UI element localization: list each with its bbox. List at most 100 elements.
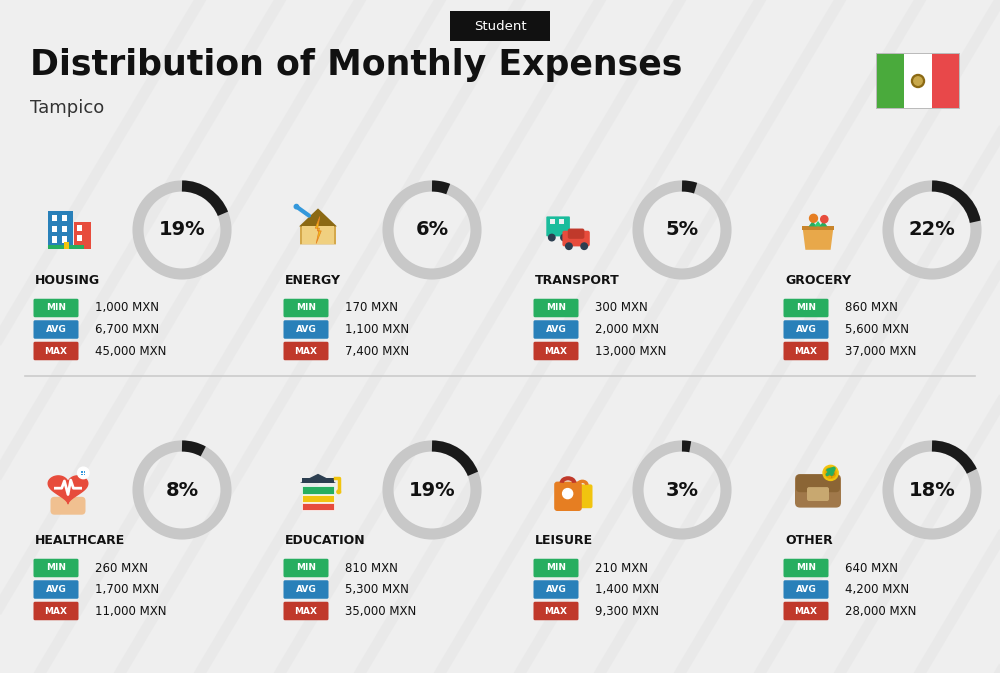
Bar bbox=[877, 54, 904, 108]
FancyBboxPatch shape bbox=[534, 299, 578, 317]
FancyBboxPatch shape bbox=[284, 580, 328, 599]
Text: 1,100 MXN: 1,100 MXN bbox=[345, 323, 409, 336]
Bar bbox=[802, 226, 834, 230]
Text: 6%: 6% bbox=[415, 221, 449, 240]
Text: 1,400 MXN: 1,400 MXN bbox=[595, 583, 659, 596]
Text: OTHER: OTHER bbox=[785, 534, 833, 546]
Text: AVG: AVG bbox=[296, 325, 316, 334]
Text: 45,000 MXN: 45,000 MXN bbox=[95, 345, 166, 357]
Bar bbox=[302, 503, 334, 510]
Text: MAX: MAX bbox=[45, 606, 68, 616]
Text: 19%: 19% bbox=[409, 481, 455, 499]
Text: MIN: MIN bbox=[296, 563, 316, 573]
FancyBboxPatch shape bbox=[784, 580, 828, 599]
FancyBboxPatch shape bbox=[796, 474, 840, 492]
Text: 1,000 MXN: 1,000 MXN bbox=[95, 302, 159, 314]
Circle shape bbox=[563, 489, 573, 499]
Text: MIN: MIN bbox=[296, 304, 316, 312]
Circle shape bbox=[337, 490, 340, 493]
Text: MAX: MAX bbox=[794, 347, 818, 355]
Text: AVG: AVG bbox=[296, 585, 316, 594]
FancyBboxPatch shape bbox=[34, 299, 78, 317]
Text: MIN: MIN bbox=[546, 563, 566, 573]
Circle shape bbox=[914, 77, 922, 85]
FancyBboxPatch shape bbox=[284, 320, 328, 339]
Text: 170 MXN: 170 MXN bbox=[345, 302, 398, 314]
Bar bbox=[62, 215, 67, 221]
Bar bbox=[550, 219, 555, 223]
FancyBboxPatch shape bbox=[534, 342, 578, 360]
Bar bbox=[77, 236, 82, 241]
Text: 260 MXN: 260 MXN bbox=[95, 561, 148, 575]
FancyBboxPatch shape bbox=[784, 320, 828, 339]
Polygon shape bbox=[48, 476, 88, 503]
Bar bbox=[64, 242, 69, 249]
Text: AVG: AVG bbox=[546, 325, 566, 334]
FancyBboxPatch shape bbox=[534, 559, 578, 577]
Bar bbox=[52, 215, 57, 221]
Text: AVG: AVG bbox=[796, 585, 816, 594]
Text: 2,000 MXN: 2,000 MXN bbox=[595, 323, 659, 336]
Text: HEALTHCARE: HEALTHCARE bbox=[35, 534, 125, 546]
Text: EDUCATION: EDUCATION bbox=[285, 534, 366, 546]
Bar bbox=[48, 245, 84, 249]
Text: AVG: AVG bbox=[46, 325, 66, 334]
FancyBboxPatch shape bbox=[568, 229, 584, 239]
Bar bbox=[932, 54, 959, 108]
Bar bbox=[302, 478, 334, 483]
Bar bbox=[302, 226, 334, 244]
Text: MAX: MAX bbox=[794, 606, 818, 616]
Text: Student: Student bbox=[474, 20, 526, 32]
Circle shape bbox=[581, 243, 587, 250]
FancyBboxPatch shape bbox=[450, 11, 550, 41]
FancyBboxPatch shape bbox=[807, 487, 829, 501]
Circle shape bbox=[294, 205, 299, 209]
Text: MIN: MIN bbox=[46, 304, 66, 312]
Bar bbox=[62, 236, 67, 242]
Bar bbox=[52, 236, 57, 242]
Text: 19%: 19% bbox=[159, 221, 205, 240]
FancyBboxPatch shape bbox=[546, 217, 570, 236]
Polygon shape bbox=[819, 221, 827, 226]
Text: ENERGY: ENERGY bbox=[285, 273, 341, 287]
Circle shape bbox=[561, 234, 567, 241]
Text: Tampico: Tampico bbox=[30, 99, 104, 117]
Bar bbox=[74, 222, 91, 249]
FancyBboxPatch shape bbox=[34, 580, 78, 599]
FancyBboxPatch shape bbox=[554, 482, 582, 511]
Circle shape bbox=[912, 75, 924, 87]
Text: Distribution of Monthly Expenses: Distribution of Monthly Expenses bbox=[30, 48, 682, 82]
Text: MAX: MAX bbox=[294, 606, 317, 616]
Text: 810 MXN: 810 MXN bbox=[345, 561, 398, 575]
FancyBboxPatch shape bbox=[284, 602, 328, 621]
Polygon shape bbox=[300, 474, 336, 483]
Circle shape bbox=[825, 468, 836, 479]
FancyBboxPatch shape bbox=[34, 559, 78, 577]
Text: 28,000 MXN: 28,000 MXN bbox=[845, 604, 916, 618]
Circle shape bbox=[823, 465, 838, 481]
Text: MAX: MAX bbox=[544, 347, 568, 355]
Polygon shape bbox=[803, 228, 833, 250]
Bar bbox=[77, 225, 82, 231]
Circle shape bbox=[810, 214, 817, 222]
Text: $: $ bbox=[827, 468, 834, 478]
Bar bbox=[302, 495, 334, 501]
Text: 7,400 MXN: 7,400 MXN bbox=[345, 345, 409, 357]
Text: 11,000 MXN: 11,000 MXN bbox=[95, 604, 166, 618]
Text: HOUSING: HOUSING bbox=[35, 273, 100, 287]
Text: MAX: MAX bbox=[45, 347, 68, 355]
Text: 640 MXN: 640 MXN bbox=[845, 561, 898, 575]
Text: 8%: 8% bbox=[165, 481, 199, 499]
Text: MAX: MAX bbox=[544, 606, 568, 616]
Text: 6,700 MXN: 6,700 MXN bbox=[95, 323, 159, 336]
Bar bbox=[52, 225, 57, 232]
FancyBboxPatch shape bbox=[284, 299, 328, 317]
FancyBboxPatch shape bbox=[784, 342, 828, 360]
Bar bbox=[81, 472, 85, 474]
Text: 13,000 MXN: 13,000 MXN bbox=[595, 345, 666, 357]
Bar bbox=[559, 219, 564, 223]
Text: 5%: 5% bbox=[665, 221, 699, 240]
Text: 18%: 18% bbox=[909, 481, 955, 499]
Text: 4,200 MXN: 4,200 MXN bbox=[845, 583, 909, 596]
Circle shape bbox=[566, 243, 572, 250]
